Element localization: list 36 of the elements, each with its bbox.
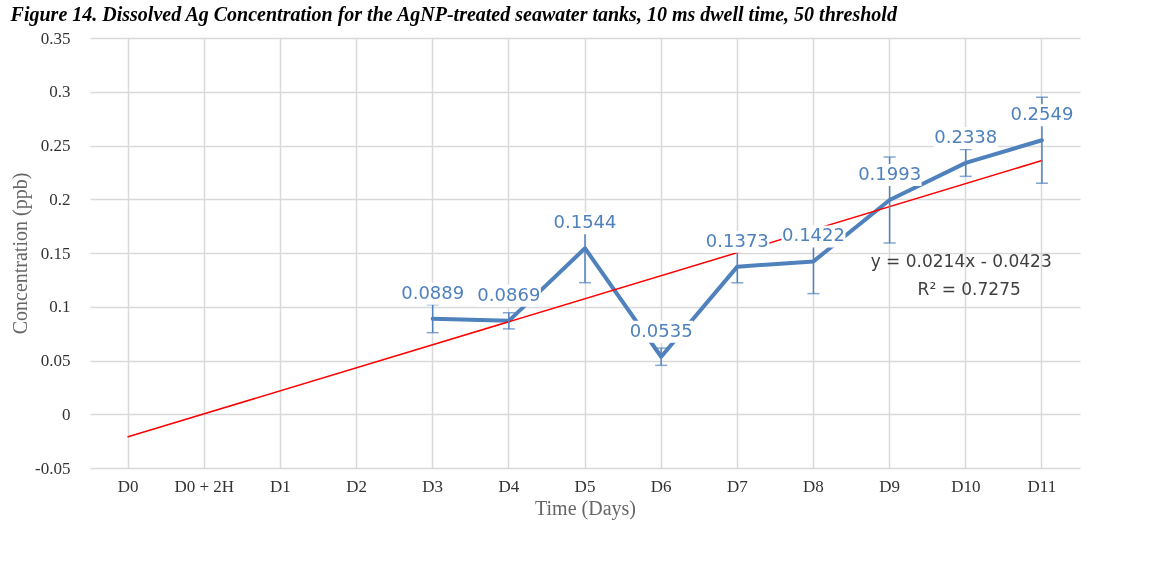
x-tick-label: D0	[117, 476, 139, 496]
data-label: 0.2338	[934, 125, 998, 147]
y-tick-label: -0.05	[35, 458, 71, 478]
y-tick-label: 0.05	[40, 351, 71, 370]
y-tick-label: 0.1	[49, 297, 71, 317]
x-tick-label: D0 + 2H	[174, 476, 235, 496]
data-label: 0.1373	[705, 229, 769, 251]
x-tick-label: D1	[269, 476, 291, 496]
data-label: 0.1544	[553, 211, 617, 233]
y-tick-label: 0.3	[49, 82, 71, 102]
data-label: 0.0889	[401, 281, 465, 303]
x-tick-label: D8	[803, 476, 824, 496]
y-tick-label: 0.15	[40, 243, 71, 263]
data-label: 0.1422	[781, 224, 845, 246]
x-tick-label: D11	[1027, 476, 1057, 496]
data-label: 0.0869	[477, 283, 541, 305]
data-label: 0.1993	[858, 163, 922, 184]
x-axis-title: Time (Days)	[535, 496, 636, 520]
annotation: y = 0.0214x - 0.0423	[870, 250, 1052, 271]
x-tick-label: D7	[726, 476, 749, 496]
y-tick-label: 0.35	[40, 28, 71, 48]
x-tick-label: D9	[879, 476, 901, 496]
x-tick-label: D10	[951, 476, 981, 496]
chart-title: Figure 14. Dissolved Ag Concentration for the AgNP-treated seawater tanks, 10 ms dwell time, 50 threshold	[9, 3, 898, 26]
y-tick-label: 0.25	[40, 136, 71, 155]
x-tick-label: D6	[650, 476, 672, 496]
x-tick-label: D2	[346, 476, 367, 496]
y-tick-label: 0.2	[49, 189, 71, 209]
data-label: 0.0535	[629, 319, 693, 341]
y-axis-title: Concentration (ppb)	[9, 172, 33, 335]
x-tick-label: D3	[422, 476, 444, 496]
data-label: 0.2549	[1010, 103, 1074, 125]
annotation: R² = 0.7275	[917, 278, 1021, 299]
x-tick-label: D4	[498, 476, 520, 496]
y-tick-label: 0	[62, 404, 71, 424]
x-tick-label: D5	[574, 476, 596, 496]
